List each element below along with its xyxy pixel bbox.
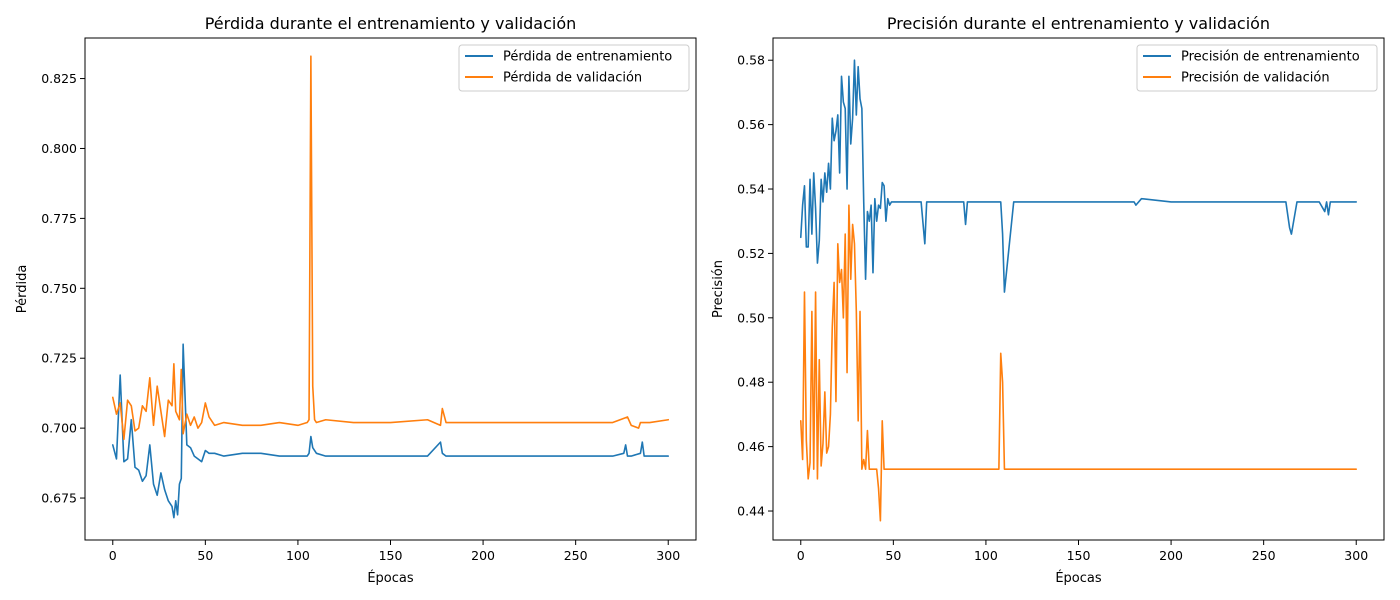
loss-x-axis-label: Épocas bbox=[367, 570, 414, 586]
accuracy-y-axis-label: Precisión bbox=[711, 260, 726, 318]
loss-validation-series-line bbox=[111, 55, 670, 441]
accuracy-legend: Precisión de entrenamiento Precisión de … bbox=[1136, 44, 1378, 92]
accuracy-y-tick-label: 0.46 bbox=[737, 439, 765, 454]
accuracy-y-tick-label: 0.54 bbox=[737, 182, 765, 197]
accuracy-chart-title: Precisión durante el entrenamiento y val… bbox=[887, 14, 1270, 33]
accuracy-y-tick-label: 0.48 bbox=[737, 375, 765, 390]
accuracy-x-tick-label: 250 bbox=[1252, 548, 1276, 563]
accuracy-axes: 0 50 100 150 200 250 300 0.44 0.46 0.48 0.50 0.52 0.… bbox=[737, 53, 1368, 563]
loss-x-tick-label: 100 bbox=[286, 548, 310, 563]
accuracy-y-tick-label: 0.58 bbox=[737, 53, 765, 68]
loss-legend-label-val: Pérdida de validación bbox=[503, 71, 642, 86]
accuracy-x-tick-label: 100 bbox=[974, 548, 998, 563]
loss-series-group bbox=[111, 55, 670, 519]
loss-x-tick-label: 250 bbox=[564, 548, 588, 563]
loss-y-tick-label: 0.800 bbox=[41, 141, 77, 156]
accuracy-legend-label-train: Precisión de entrenamiento bbox=[1181, 50, 1360, 65]
accuracy-x-tick-label: 200 bbox=[1159, 548, 1183, 563]
accuracy-x-axis-label: Épocas bbox=[1055, 570, 1102, 586]
loss-legend: Pérdida de entrenamiento Pérdida de vali… bbox=[458, 44, 690, 92]
loss-legend-label-train: Pérdida de entrenamiento bbox=[503, 50, 672, 65]
loss-x-tick-label: 0 bbox=[109, 548, 117, 563]
loss-x-tick-label: 200 bbox=[471, 548, 495, 563]
loss-train-series-line bbox=[111, 343, 670, 519]
accuracy-validation-series-line bbox=[799, 204, 1358, 522]
accuracy-y-tick-label: 0.44 bbox=[737, 504, 765, 519]
loss-y-tick-label: 0.725 bbox=[41, 351, 77, 366]
loss-y-tick-label: 0.750 bbox=[41, 281, 77, 296]
accuracy-y-tick-label: 0.52 bbox=[737, 246, 765, 261]
loss-y-tick-label: 0.775 bbox=[41, 211, 77, 226]
loss-y-tick-label: 0.675 bbox=[41, 491, 77, 506]
accuracy-plot-frame bbox=[772, 37, 1385, 541]
accuracy-plot-area bbox=[773, 38, 1384, 540]
loss-x-tick-label: 150 bbox=[379, 548, 403, 563]
accuracy-legend-label-val: Precisión de validación bbox=[1181, 71, 1330, 86]
loss-y-tick-label: 0.825 bbox=[41, 71, 77, 86]
loss-x-tick-label: 50 bbox=[197, 548, 213, 563]
accuracy-x-tick-label: 300 bbox=[1344, 548, 1368, 563]
accuracy-x-tick-label: 0 bbox=[797, 548, 805, 563]
loss-x-tick-label: 300 bbox=[656, 548, 680, 563]
accuracy-y-tick-label: 0.50 bbox=[737, 310, 765, 325]
accuracy-legend-box bbox=[1136, 44, 1378, 92]
loss-legend-box bbox=[458, 44, 690, 92]
accuracy-x-tick-label: 50 bbox=[885, 548, 901, 563]
loss-chart-title: Pérdida durante el entrenamiento y valid… bbox=[205, 14, 577, 33]
loss-plot-frame bbox=[84, 37, 697, 541]
accuracy-series-group bbox=[799, 59, 1358, 522]
accuracy-y-tick-label: 0.56 bbox=[737, 117, 765, 132]
accuracy-chart-panel: Precisión durante el entrenamiento y val… bbox=[711, 14, 1385, 586]
accuracy-x-tick-label: 150 bbox=[1067, 548, 1091, 563]
loss-plot-area bbox=[85, 38, 696, 540]
loss-axes: 0 50 100 150 200 250 300 0.675 0.700 0.725 0.750 0.… bbox=[41, 71, 680, 563]
loss-y-axis-label: Pérdida bbox=[15, 265, 30, 314]
accuracy-train-series-line bbox=[799, 59, 1358, 293]
loss-chart-panel: Pérdida durante el entrenamiento y valid… bbox=[15, 14, 697, 586]
loss-y-tick-label: 0.700 bbox=[41, 421, 77, 436]
